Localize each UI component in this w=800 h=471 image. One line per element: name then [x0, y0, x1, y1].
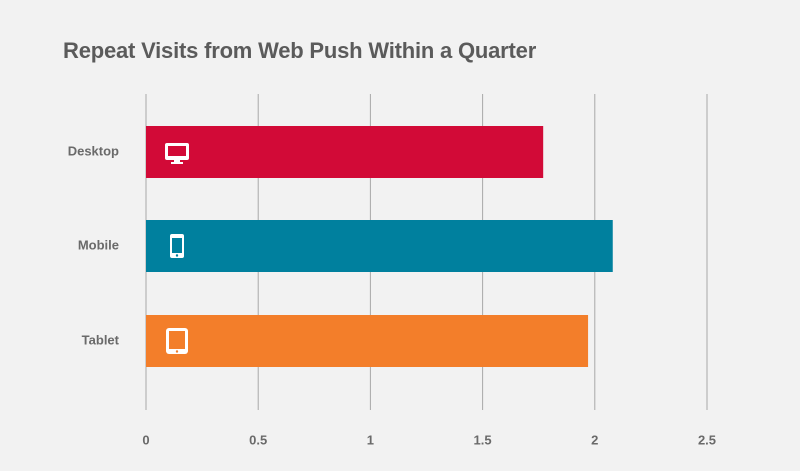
- bars: [146, 126, 613, 367]
- x-tick-labels: 0 0.5 1 1.5 2 2.5: [142, 432, 716, 447]
- bar-mobile: [146, 220, 613, 272]
- desktop-monitor-icon: [165, 143, 189, 164]
- category-label-tablet: Tablet: [82, 332, 120, 347]
- category-labels: Desktop Mobile Tablet: [68, 143, 120, 347]
- x-tick-label: 1: [367, 432, 374, 447]
- tablet-icon: [166, 328, 188, 354]
- x-tick-label: 2: [591, 432, 598, 447]
- x-tick-label: 0: [142, 432, 149, 447]
- x-tick-label: 1.5: [474, 432, 492, 447]
- bar-desktop: [146, 126, 544, 178]
- category-label-mobile: Mobile: [78, 237, 119, 252]
- x-tick-label: 2.5: [698, 432, 716, 447]
- mobile-phone-icon: [170, 234, 184, 258]
- category-label-desktop: Desktop: [68, 143, 119, 158]
- bar-icons: [165, 143, 189, 354]
- x-tick-label: 0.5: [249, 432, 267, 447]
- bar-tablet: [146, 315, 589, 367]
- chart-title: Repeat Visits from Web Push Within a Qua…: [63, 38, 537, 63]
